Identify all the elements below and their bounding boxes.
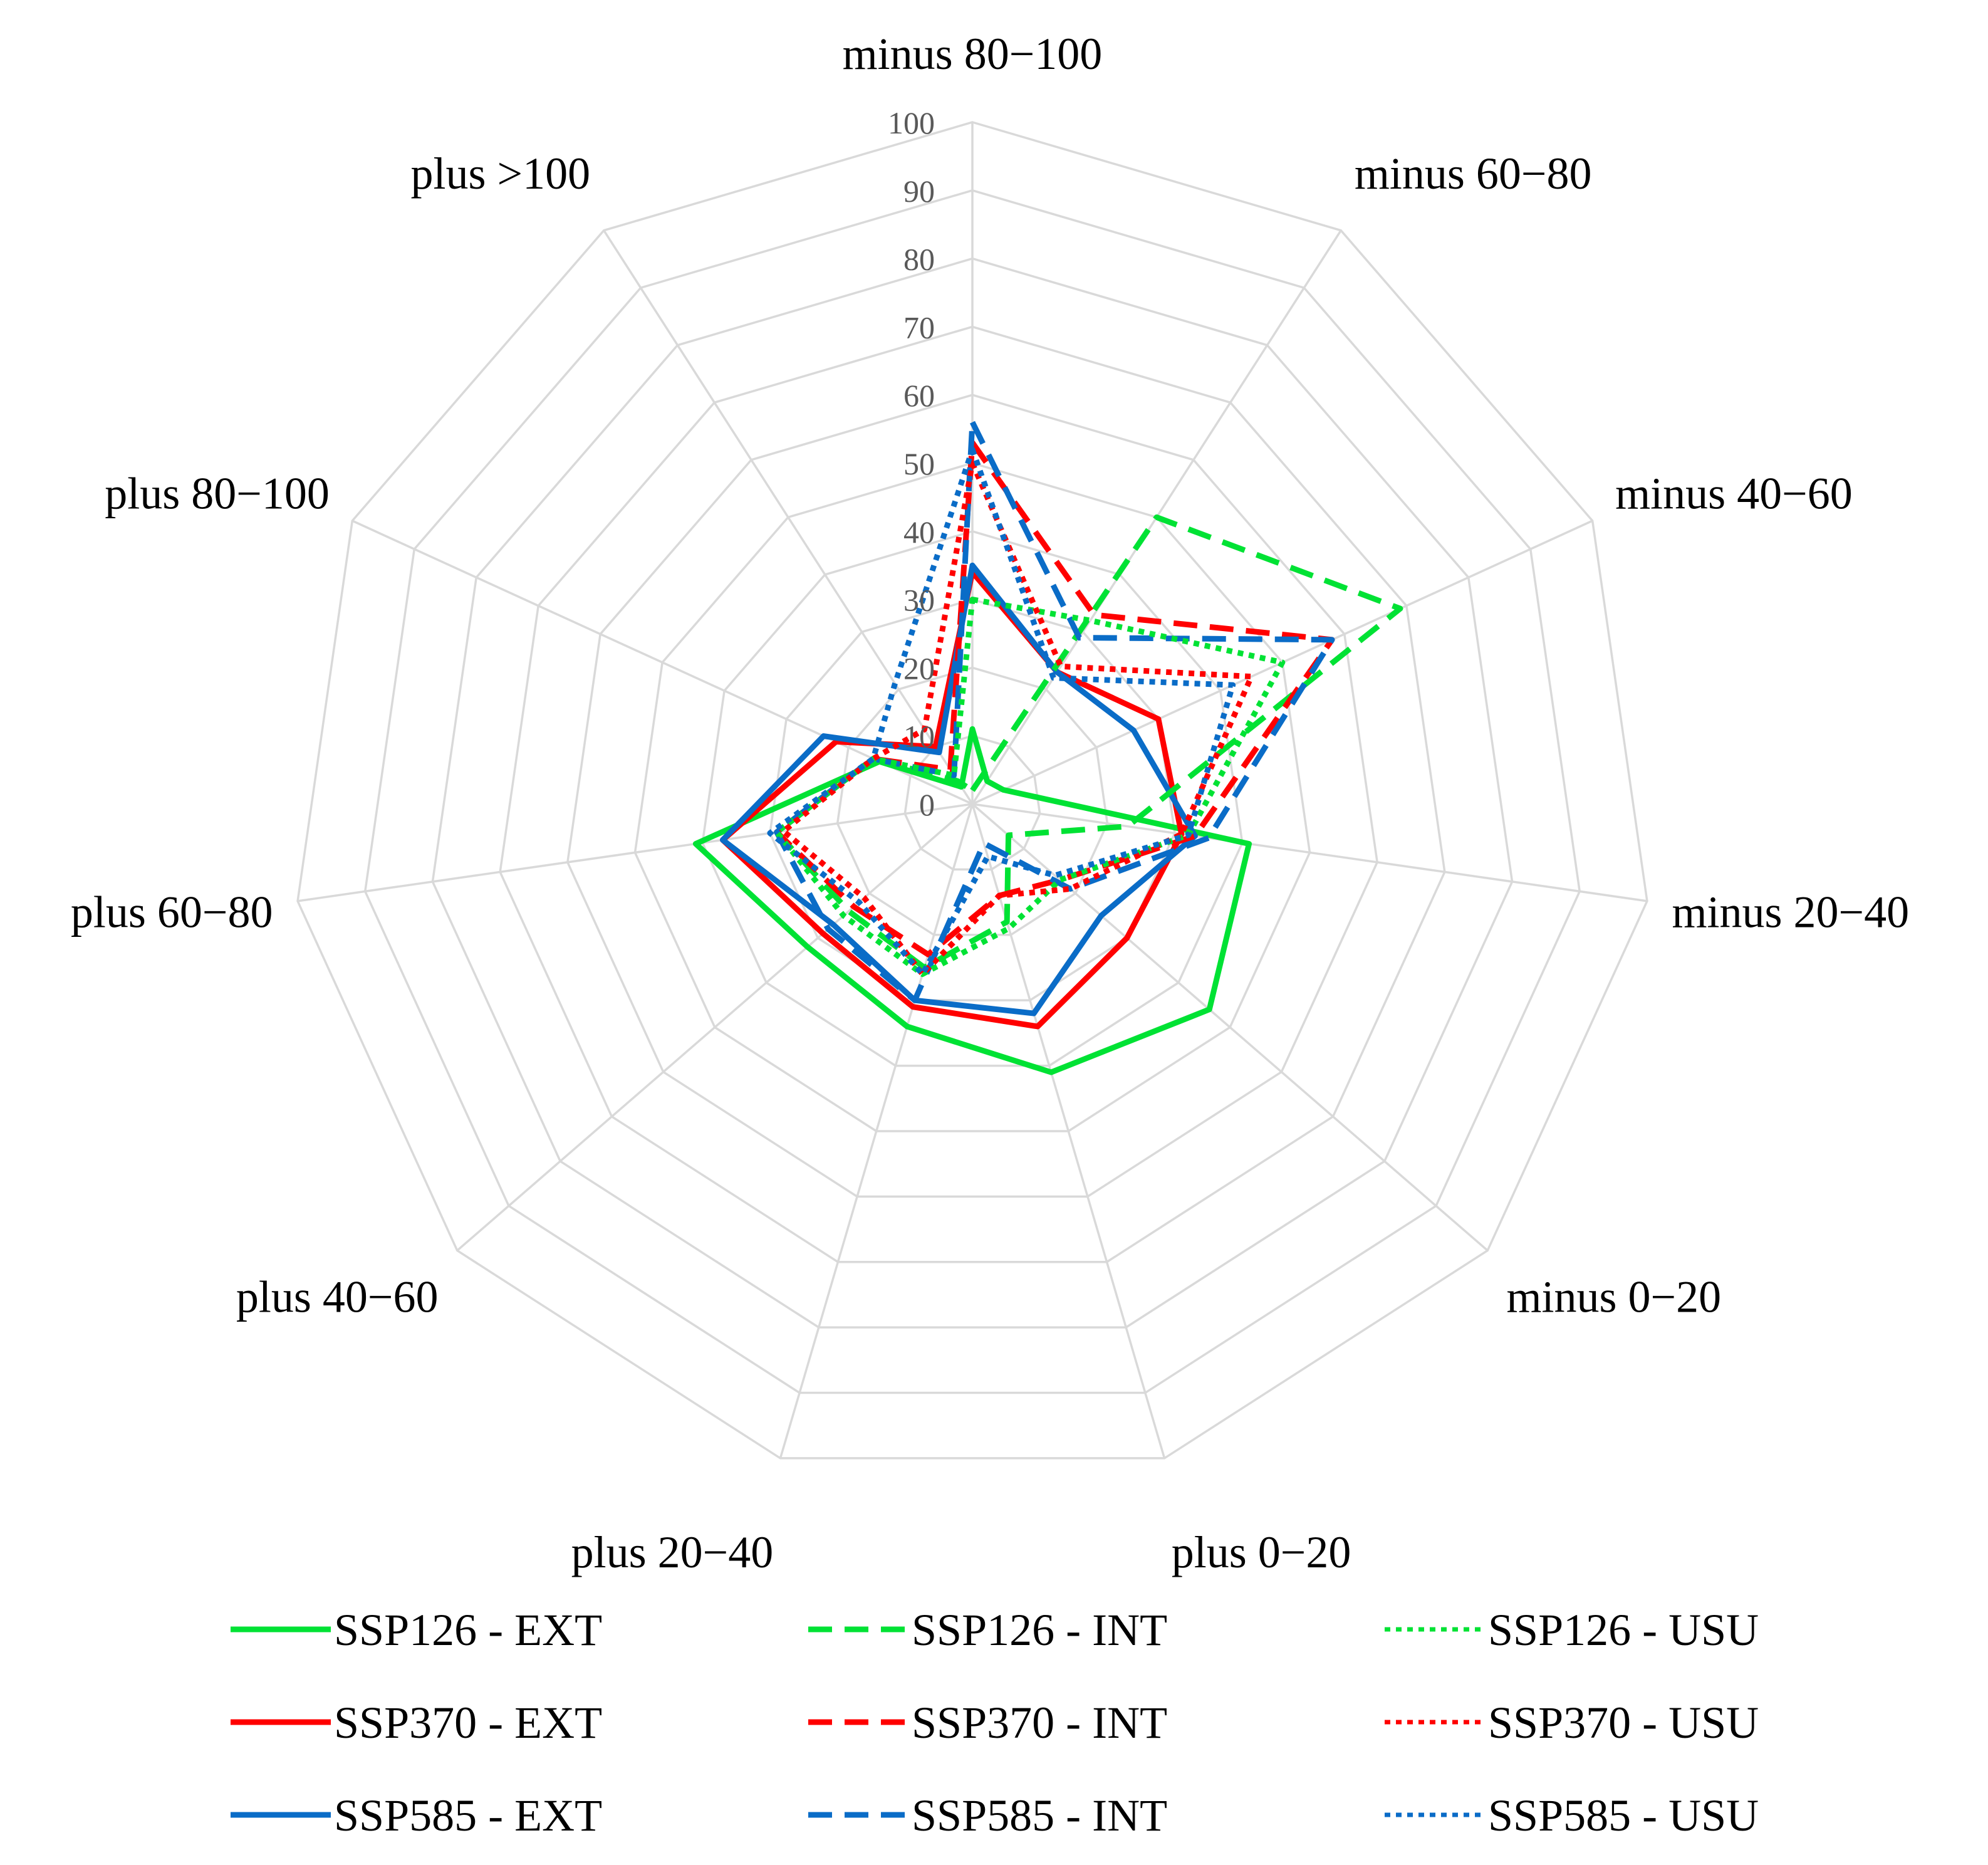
tick-label: 30 [903,583,935,618]
legend-label: SSP370 - EXT [334,1698,602,1748]
legend-label: SSP126 - EXT [334,1605,602,1655]
grid-ring-100 [296,121,1648,1460]
tick-label: 60 [903,378,935,413]
category-label: plus >100 [411,149,591,199]
grid-ring-60 [566,394,1378,1198]
series-line-ssp126-usu [774,597,1286,977]
tick-label: 90 [903,174,935,209]
tick-label: 0 [919,787,935,822]
legend-label: SSP585 - EXT [334,1790,602,1841]
category-label: plus 60−80 [71,887,273,937]
category-label: minus 0−20 [1506,1272,1721,1322]
category-label: plus 40−60 [236,1272,439,1322]
legend: SSP126 - EXT SSP370 - EXT SSP585 - EXT SSP1… [231,1605,1759,1841]
radial-tick-labels: 0 10 20 30 40 50 60 70 80 90 100 [888,105,935,822]
category-label: minus 60−80 [1355,149,1592,199]
grid-spoke [351,520,973,805]
grid-ring-90 [363,189,1581,1394]
grid-spoke [603,229,974,805]
category-label: plus 20−40 [571,1527,774,1577]
series-line-ssp585-int [774,419,1335,1003]
category-labels: minus 80−100 minus 60−80 minus 40−60 minus … [71,29,1909,1577]
tick-label: 40 [903,515,935,550]
series-line-ssp585-ext [720,562,1198,1016]
legend-label: SSP585 - INT [912,1790,1167,1841]
grid-ring-20 [836,666,1109,936]
grid-ring-30 [769,598,1176,1001]
category-label: plus 80−100 [105,468,330,518]
series-line-ssp370-usu [780,460,1254,977]
grid-ring-70 [499,325,1446,1263]
grid-spoke [779,803,974,1459]
radar-series [692,419,1403,1075]
grid-spoke [972,803,1648,902]
legend-label: SSP126 - INT [912,1605,1167,1655]
tick-label: 100 [888,105,935,140]
tick-label: 80 [903,242,935,277]
legend-label: SSP370 - INT [912,1698,1167,1748]
grid-spoke [456,803,974,1251]
category-label: minus 80−100 [843,29,1103,79]
grid-ring-80 [431,257,1514,1329]
category-label: minus 40−60 [1615,468,1853,518]
tick-label: 70 [903,310,935,345]
tick-label: 50 [903,446,935,481]
legend-label: SSP126 - USU [1488,1605,1759,1655]
legend-label: SSP585 - USU [1488,1790,1759,1841]
category-label: minus 20−40 [1672,887,1910,937]
legend-label: SSP370 - USU [1488,1698,1759,1748]
grid-spoke [971,803,1489,1251]
tick-label: 10 [903,719,935,754]
category-label: plus 0−20 [1172,1527,1351,1577]
grid-spoke [297,803,973,902]
tick-label: 20 [903,650,935,686]
